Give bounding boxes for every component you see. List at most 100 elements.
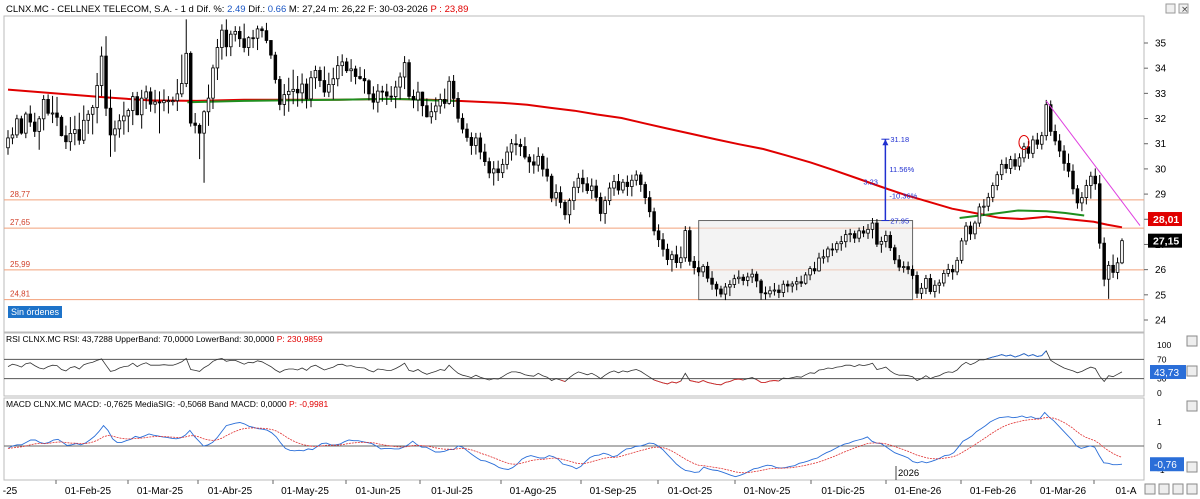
- candle-body: [737, 276, 741, 280]
- x-tick-label: 01-Dic-25: [821, 486, 865, 497]
- rsi-axis-label: 0: [1157, 388, 1162, 398]
- moving-average-line: [187, 97, 456, 104]
- window-controls: ×: [1165, 3, 1189, 15]
- candle-body: [1040, 135, 1044, 145]
- candle-body: [1017, 157, 1022, 167]
- candle-body: [594, 185, 598, 198]
- zoom-in-icon[interactable]: [1158, 483, 1170, 495]
- candle-body: [781, 283, 786, 293]
- x-tick-label: 01-Mar-26: [1040, 486, 1087, 497]
- candle-body: [999, 163, 1004, 176]
- candle-body: [1102, 242, 1106, 280]
- rsi-current-tag: [1150, 365, 1186, 380]
- price-tick-label: 33: [1155, 89, 1167, 100]
- x-tick-label: 01-Jun-25: [355, 486, 400, 497]
- candle-body: [723, 286, 728, 295]
- restore-button[interactable]: [1165, 3, 1176, 14]
- rsi-close-icon[interactable]: [1186, 335, 1198, 347]
- candle-body: [1106, 264, 1111, 280]
- candle-body: [572, 186, 576, 202]
- candle-body: [745, 276, 750, 281]
- candle-body: [643, 184, 647, 199]
- year-marker-label: 2026: [898, 468, 919, 479]
- candle-body: [563, 202, 567, 216]
- candle-body: [398, 76, 402, 88]
- candle-body: [803, 274, 808, 284]
- candle-body: [233, 31, 237, 35]
- candle-body: [242, 38, 246, 48]
- candle-body: [491, 168, 496, 174]
- circle-annotation: [1018, 134, 1030, 150]
- x-tick-label: 01-Sep-25: [590, 486, 637, 497]
- candle-body: [532, 161, 536, 166]
- rsi-title: RSI CLNX.MC RSI: 43,7288 UpperBand: 70,0…: [6, 334, 323, 344]
- candle-body: [696, 267, 701, 273]
- candle-body: [982, 205, 986, 208]
- candle-body: [639, 174, 643, 185]
- candle-body: [924, 278, 928, 289]
- settings-icon[interactable]: [1144, 483, 1156, 495]
- rsi-panel[interactable]: [3, 332, 1145, 397]
- candle-body: [478, 137, 483, 153]
- candle-body: [376, 90, 380, 103]
- candle-body: [910, 268, 915, 276]
- price-panel[interactable]: [3, 15, 1145, 333]
- candle-body: [41, 99, 46, 120]
- candle-body: [487, 161, 491, 174]
- candle-body: [122, 115, 126, 122]
- candle-body: [10, 134, 15, 139]
- scroll-right-icon[interactable]: [1186, 483, 1198, 495]
- candle-body: [714, 283, 719, 290]
- candle-body: [371, 93, 376, 103]
- orders-tag[interactable]: Sin órdenes: [8, 306, 63, 318]
- macd-current-label: -0,76: [1154, 460, 1177, 471]
- moving-average-line: [959, 209, 1085, 219]
- macd-settings-icon[interactable]: [1186, 461, 1198, 473]
- candle-body: [402, 62, 407, 78]
- candle-body: [15, 118, 19, 136]
- zoom-out-icon[interactable]: [1172, 483, 1184, 495]
- candle-body: [884, 234, 888, 242]
- candle-body: [224, 29, 229, 48]
- candle-body: [434, 105, 438, 113]
- candle-body: [420, 91, 425, 107]
- candle-body: [915, 275, 919, 294]
- candle-body: [1080, 197, 1084, 204]
- candle-body: [37, 118, 41, 132]
- candle-body: [59, 116, 64, 137]
- candle-body: [73, 129, 77, 134]
- measure-top-label: 31.18: [890, 135, 909, 144]
- candle-body: [514, 143, 518, 146]
- price-tag-box: [1148, 212, 1182, 227]
- header-min-label: m:: [329, 4, 340, 15]
- candle-body: [411, 95, 416, 101]
- candle-body: [1111, 264, 1115, 273]
- macd-axis-label: 1: [1157, 417, 1162, 427]
- trend-line: [1045, 100, 1141, 226]
- candle-body: [701, 265, 705, 273]
- close-button[interactable]: [1178, 3, 1189, 14]
- candle-body: [705, 265, 710, 279]
- rsi-settings-icon[interactable]: [1186, 365, 1198, 377]
- candle-body: [897, 259, 901, 268]
- macd-close-icon[interactable]: [1186, 400, 1198, 412]
- candle-body: [777, 289, 781, 293]
- candle-body: [193, 122, 197, 126]
- candle-body: [1004, 163, 1008, 169]
- candle-body: [282, 94, 287, 105]
- candle-body: [1071, 170, 1075, 190]
- x-tick-label: -25: [3, 486, 18, 497]
- candle-body: [1031, 139, 1035, 154]
- price-tick-label: 30: [1155, 164, 1167, 175]
- macd-axis-label: 0: [1157, 441, 1162, 451]
- macd-panel[interactable]: [3, 397, 1145, 481]
- candle-body: [625, 181, 630, 187]
- header-max: 27,24: [302, 4, 326, 15]
- candle-body: [246, 37, 251, 48]
- candle-body: [166, 100, 171, 103]
- candle-body: [679, 257, 683, 263]
- candle-body: [634, 174, 639, 181]
- candle-body: [866, 228, 870, 234]
